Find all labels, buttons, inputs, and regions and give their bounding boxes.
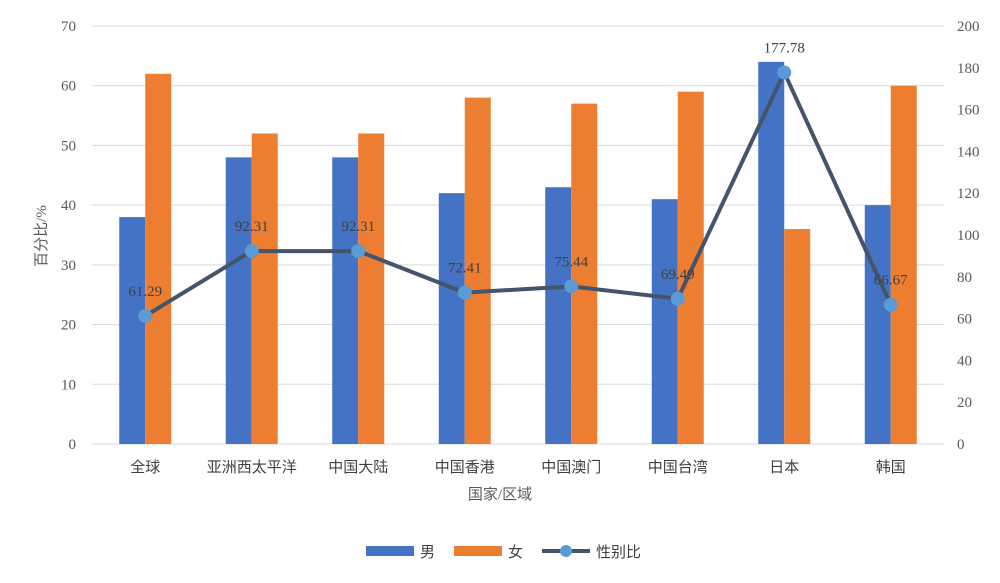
bar-女-亚洲西太平洋 xyxy=(251,133,278,444)
category-label: 中国台湾 xyxy=(648,459,708,476)
legend-label: 男 xyxy=(420,545,435,561)
right-tick-label: 20 xyxy=(957,395,972,411)
left-tick-label: 10 xyxy=(61,377,76,393)
bar-男-中国台湾 xyxy=(651,199,678,444)
right-tick-label: 100 xyxy=(957,228,980,244)
sex-ratio-data-label: 69.49 xyxy=(661,267,695,283)
bar-女-中国大陆 xyxy=(358,133,385,444)
category-label: 全球 xyxy=(130,458,160,476)
sex-ratio-data-label: 66.67 xyxy=(874,273,908,289)
bar-男-中国大陆 xyxy=(332,157,359,444)
gridlines xyxy=(92,25,944,445)
left-tick-label: 0 xyxy=(69,437,77,453)
category-labels: 全球 亚洲西太平洋 中国大陆 中国香港 中国澳门 中国台湾 日本 韩国 xyxy=(130,458,906,476)
sex-ratio-point xyxy=(883,297,898,312)
bar-男-亚洲西太平洋 xyxy=(225,157,252,444)
left-axis-ticks: 0 10 20 30 40 50 60 70 xyxy=(61,19,76,453)
bar-女-日本 xyxy=(784,229,811,444)
category-label: 中国澳门 xyxy=(541,459,601,476)
category-label: 日本 xyxy=(769,459,799,476)
bars xyxy=(119,61,917,445)
left-tick-label: 70 xyxy=(61,19,76,35)
line-series xyxy=(138,65,898,323)
legend-label: 女 xyxy=(508,543,523,561)
legend-swatch xyxy=(454,546,502,556)
x-axis-title: 国家/区域 xyxy=(468,486,532,503)
right-tick-label: 0 xyxy=(957,437,965,453)
bar-男-中国澳门 xyxy=(545,187,572,444)
left-tick-label: 40 xyxy=(61,198,76,214)
right-tick-label: 160 xyxy=(957,103,980,119)
bar-男-中国香港 xyxy=(438,193,465,444)
sex-ratio-data-label: 177.78 xyxy=(764,40,805,56)
bar-女-中国澳门 xyxy=(571,103,598,444)
category-label: 中国香港 xyxy=(435,459,495,476)
legend-label: 性别比 xyxy=(596,544,641,561)
sex-ratio-point xyxy=(670,291,685,306)
sex-ratio-data-label: 61.29 xyxy=(128,284,162,300)
sex-ratio-line xyxy=(144,70,893,318)
category-label: 亚洲西太平洋 xyxy=(207,459,297,476)
left-tick-label: 50 xyxy=(61,138,76,154)
bar-女-中国香港 xyxy=(464,97,491,445)
left-tick-label: 20 xyxy=(61,318,76,334)
category-label: 中国大陆 xyxy=(328,459,388,476)
legend-marker xyxy=(560,545,572,557)
sex-ratio-point xyxy=(457,285,472,300)
category-label: 韩国 xyxy=(876,459,906,476)
sex-ratio-point xyxy=(777,65,792,80)
sex-ratio-data-label: 72.41 xyxy=(448,261,482,277)
sex-ratio-data-label: 75.44 xyxy=(554,254,588,270)
bar-女-韩国 xyxy=(890,85,917,444)
right-tick-label: 200 xyxy=(957,19,980,35)
bar-男-日本 xyxy=(758,61,785,444)
legend-swatch xyxy=(366,546,414,556)
right-tick-label: 40 xyxy=(957,353,972,369)
right-tick-label: 180 xyxy=(957,61,980,77)
right-axis-ticks: 0 20 40 60 80 100 120 140 160 180 200 xyxy=(957,19,980,453)
y-axis-title: 百分比/% xyxy=(33,205,50,267)
bar-男-全球 xyxy=(119,217,146,444)
right-tick-label: 60 xyxy=(957,312,972,328)
left-tick-label: 60 xyxy=(61,79,76,95)
left-tick-label: 30 xyxy=(61,258,76,274)
bar-女-全球 xyxy=(145,73,172,445)
bar-男-韩国 xyxy=(864,205,891,444)
legend: 男 女 性别比 xyxy=(366,543,641,561)
sex-ratio-point xyxy=(564,279,579,294)
right-tick-label: 80 xyxy=(957,270,972,286)
sex-ratio-point xyxy=(351,244,366,259)
right-tick-label: 140 xyxy=(957,144,980,160)
right-tick-label: 120 xyxy=(957,186,980,202)
sex-ratio-point xyxy=(138,308,153,323)
sex-ratio-data-label: 92.31 xyxy=(341,219,375,235)
data-labels: 61.29 92.31 92.31 72.41 75.44 69.49 177.78 66.6… xyxy=(128,40,908,299)
sex-ratio-point xyxy=(244,244,259,259)
sex-ratio-data-label: 92.31 xyxy=(235,219,269,235)
